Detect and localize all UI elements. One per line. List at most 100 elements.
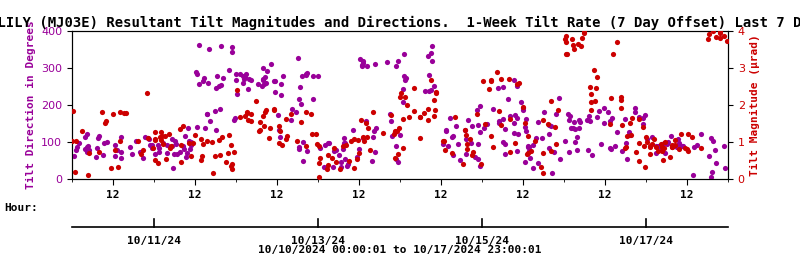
Text: 10/10/2024 00:00:01 to 10/17/2024 23:00:01: 10/10/2024 00:00:01 to 10/17/2024 23:00:…: [258, 246, 542, 255]
Point: [720, 39, 733, 43]
Point: [605, 147, 618, 151]
Point: [633, 141, 646, 145]
Point: [300, 149, 313, 153]
Point: [338, 157, 351, 161]
Point: [157, 141, 170, 145]
Point: [706, 170, 718, 175]
Point: [148, 138, 161, 142]
Point: [163, 132, 176, 136]
Point: [446, 135, 458, 139]
Point: [706, 29, 719, 33]
Point: [545, 99, 558, 103]
Point: [352, 138, 365, 142]
Point: [616, 123, 629, 127]
Point: [307, 97, 320, 101]
Point: [427, 114, 440, 118]
Point: [559, 34, 572, 38]
Point: [602, 110, 614, 114]
Point: [229, 115, 242, 120]
Point: [256, 78, 269, 82]
Point: [296, 140, 309, 144]
Point: [400, 103, 413, 107]
Point: [142, 137, 155, 141]
Point: [425, 51, 438, 55]
Point: [644, 144, 657, 148]
Point: [585, 100, 598, 104]
Point: [313, 144, 326, 148]
Point: [702, 37, 714, 41]
Point: [582, 114, 595, 118]
Point: [587, 68, 600, 72]
Point: [311, 142, 324, 146]
Point: [446, 151, 458, 155]
Point: [274, 135, 287, 139]
Point: [389, 129, 402, 133]
Point: [494, 123, 507, 127]
Point: [560, 51, 573, 56]
Point: [249, 99, 262, 103]
Point: [610, 40, 623, 45]
Point: [425, 78, 438, 82]
Point: [126, 152, 138, 156]
Point: [675, 144, 688, 148]
Point: [73, 141, 86, 145]
Point: [626, 116, 638, 120]
Point: [213, 84, 226, 88]
Point: [299, 72, 312, 76]
Point: [641, 136, 654, 141]
Point: [638, 113, 651, 117]
Point: [190, 70, 202, 74]
Point: [355, 65, 368, 69]
Point: [511, 132, 524, 136]
Point: [318, 143, 331, 147]
Point: [418, 111, 430, 115]
Point: [581, 118, 594, 122]
Point: [458, 129, 471, 133]
Point: [139, 135, 152, 139]
Point: [338, 142, 350, 146]
Point: [714, 29, 726, 33]
Point: [422, 106, 434, 111]
Point: [134, 150, 146, 154]
Point: [691, 143, 704, 147]
Point: [367, 110, 380, 114]
Point: [512, 81, 525, 85]
Y-axis label: Tilt Direction in Degrees: Tilt Direction in Degrees: [26, 20, 35, 189]
Point: [355, 118, 368, 122]
Point: [394, 133, 406, 137]
Point: [439, 148, 452, 152]
Point: [471, 157, 484, 161]
Point: [192, 82, 205, 86]
Point: [503, 114, 516, 118]
Point: [637, 122, 650, 126]
Point: [517, 108, 530, 112]
Point: [169, 139, 182, 143]
Point: [703, 154, 716, 158]
Point: [78, 135, 91, 139]
Point: [582, 148, 594, 152]
Point: [214, 44, 227, 48]
Point: [81, 150, 94, 154]
Point: [464, 137, 477, 141]
Point: [146, 146, 159, 150]
Point: [514, 100, 527, 104]
Point: [578, 29, 590, 33]
Point: [674, 132, 687, 136]
Point: [198, 76, 210, 80]
Point: [606, 52, 619, 56]
Point: [422, 89, 435, 93]
Point: [238, 114, 251, 118]
Point: [492, 121, 505, 125]
Point: [457, 162, 470, 166]
Point: [474, 131, 486, 135]
Point: [389, 130, 402, 134]
Point: [158, 134, 171, 138]
Point: [383, 112, 396, 116]
Point: [536, 151, 549, 155]
Point: [603, 122, 616, 126]
Point: [437, 142, 450, 146]
Point: [184, 154, 197, 158]
Point: [644, 152, 657, 156]
Point: [363, 148, 376, 152]
Point: [206, 140, 219, 144]
